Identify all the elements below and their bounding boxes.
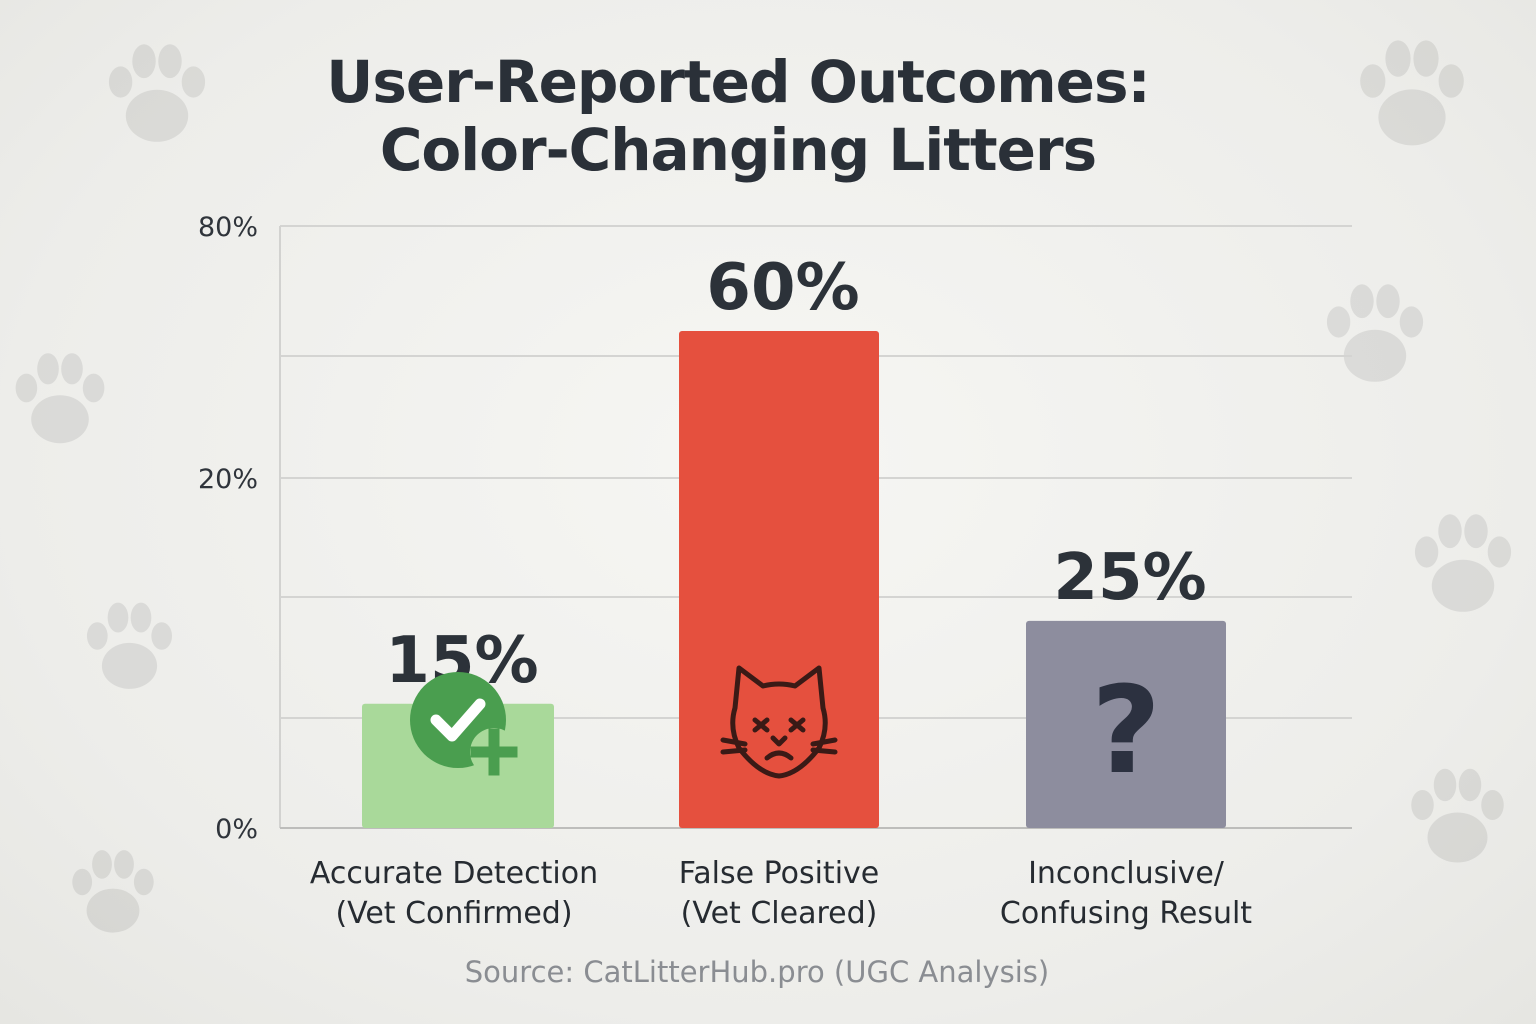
x-category-label: Accurate Detection xyxy=(310,856,598,891)
paw-print-icon xyxy=(15,353,105,444)
y-tick-label: 80% xyxy=(198,212,258,243)
chart-title-line-2: Color-Changing Litters xyxy=(379,116,1097,184)
check-plus-icon xyxy=(410,672,518,776)
x-category-label: Confusing Result xyxy=(1000,896,1252,931)
paw-print-icon xyxy=(108,44,206,142)
x-category-label: (Vet Confirmed) xyxy=(335,896,572,931)
source-note: Source: CatLitterHub.pro (UGC Analysis) xyxy=(464,955,1050,989)
y-tick-label: 0% xyxy=(215,814,258,845)
chart-title-line-1: User-Reported Outcomes: xyxy=(326,48,1150,116)
paw-print-icon xyxy=(86,602,173,689)
paw-print-icon xyxy=(1411,768,1504,863)
paw-print-icon xyxy=(72,850,154,933)
x-category-label: False Positive xyxy=(679,856,880,891)
x-category-label: Inconclusive/ xyxy=(1028,856,1225,891)
question-icon: ? xyxy=(1091,662,1161,801)
paw-print-icon xyxy=(1326,284,1424,382)
chart-title: User-Reported Outcomes: Color-Changing L… xyxy=(0,48,1476,184)
bar xyxy=(1026,620,1226,828)
x-category-label: (Vet Cleared) xyxy=(681,896,878,931)
paw-print-icon xyxy=(1360,40,1464,146)
y-tick-label: 20% xyxy=(198,464,258,495)
sad-cat-icon xyxy=(720,665,838,779)
bar-value-label: 60% xyxy=(706,251,859,325)
paw-print-icon xyxy=(1414,514,1512,612)
bar-value-label: 25% xyxy=(1053,541,1206,615)
bar xyxy=(679,331,879,828)
